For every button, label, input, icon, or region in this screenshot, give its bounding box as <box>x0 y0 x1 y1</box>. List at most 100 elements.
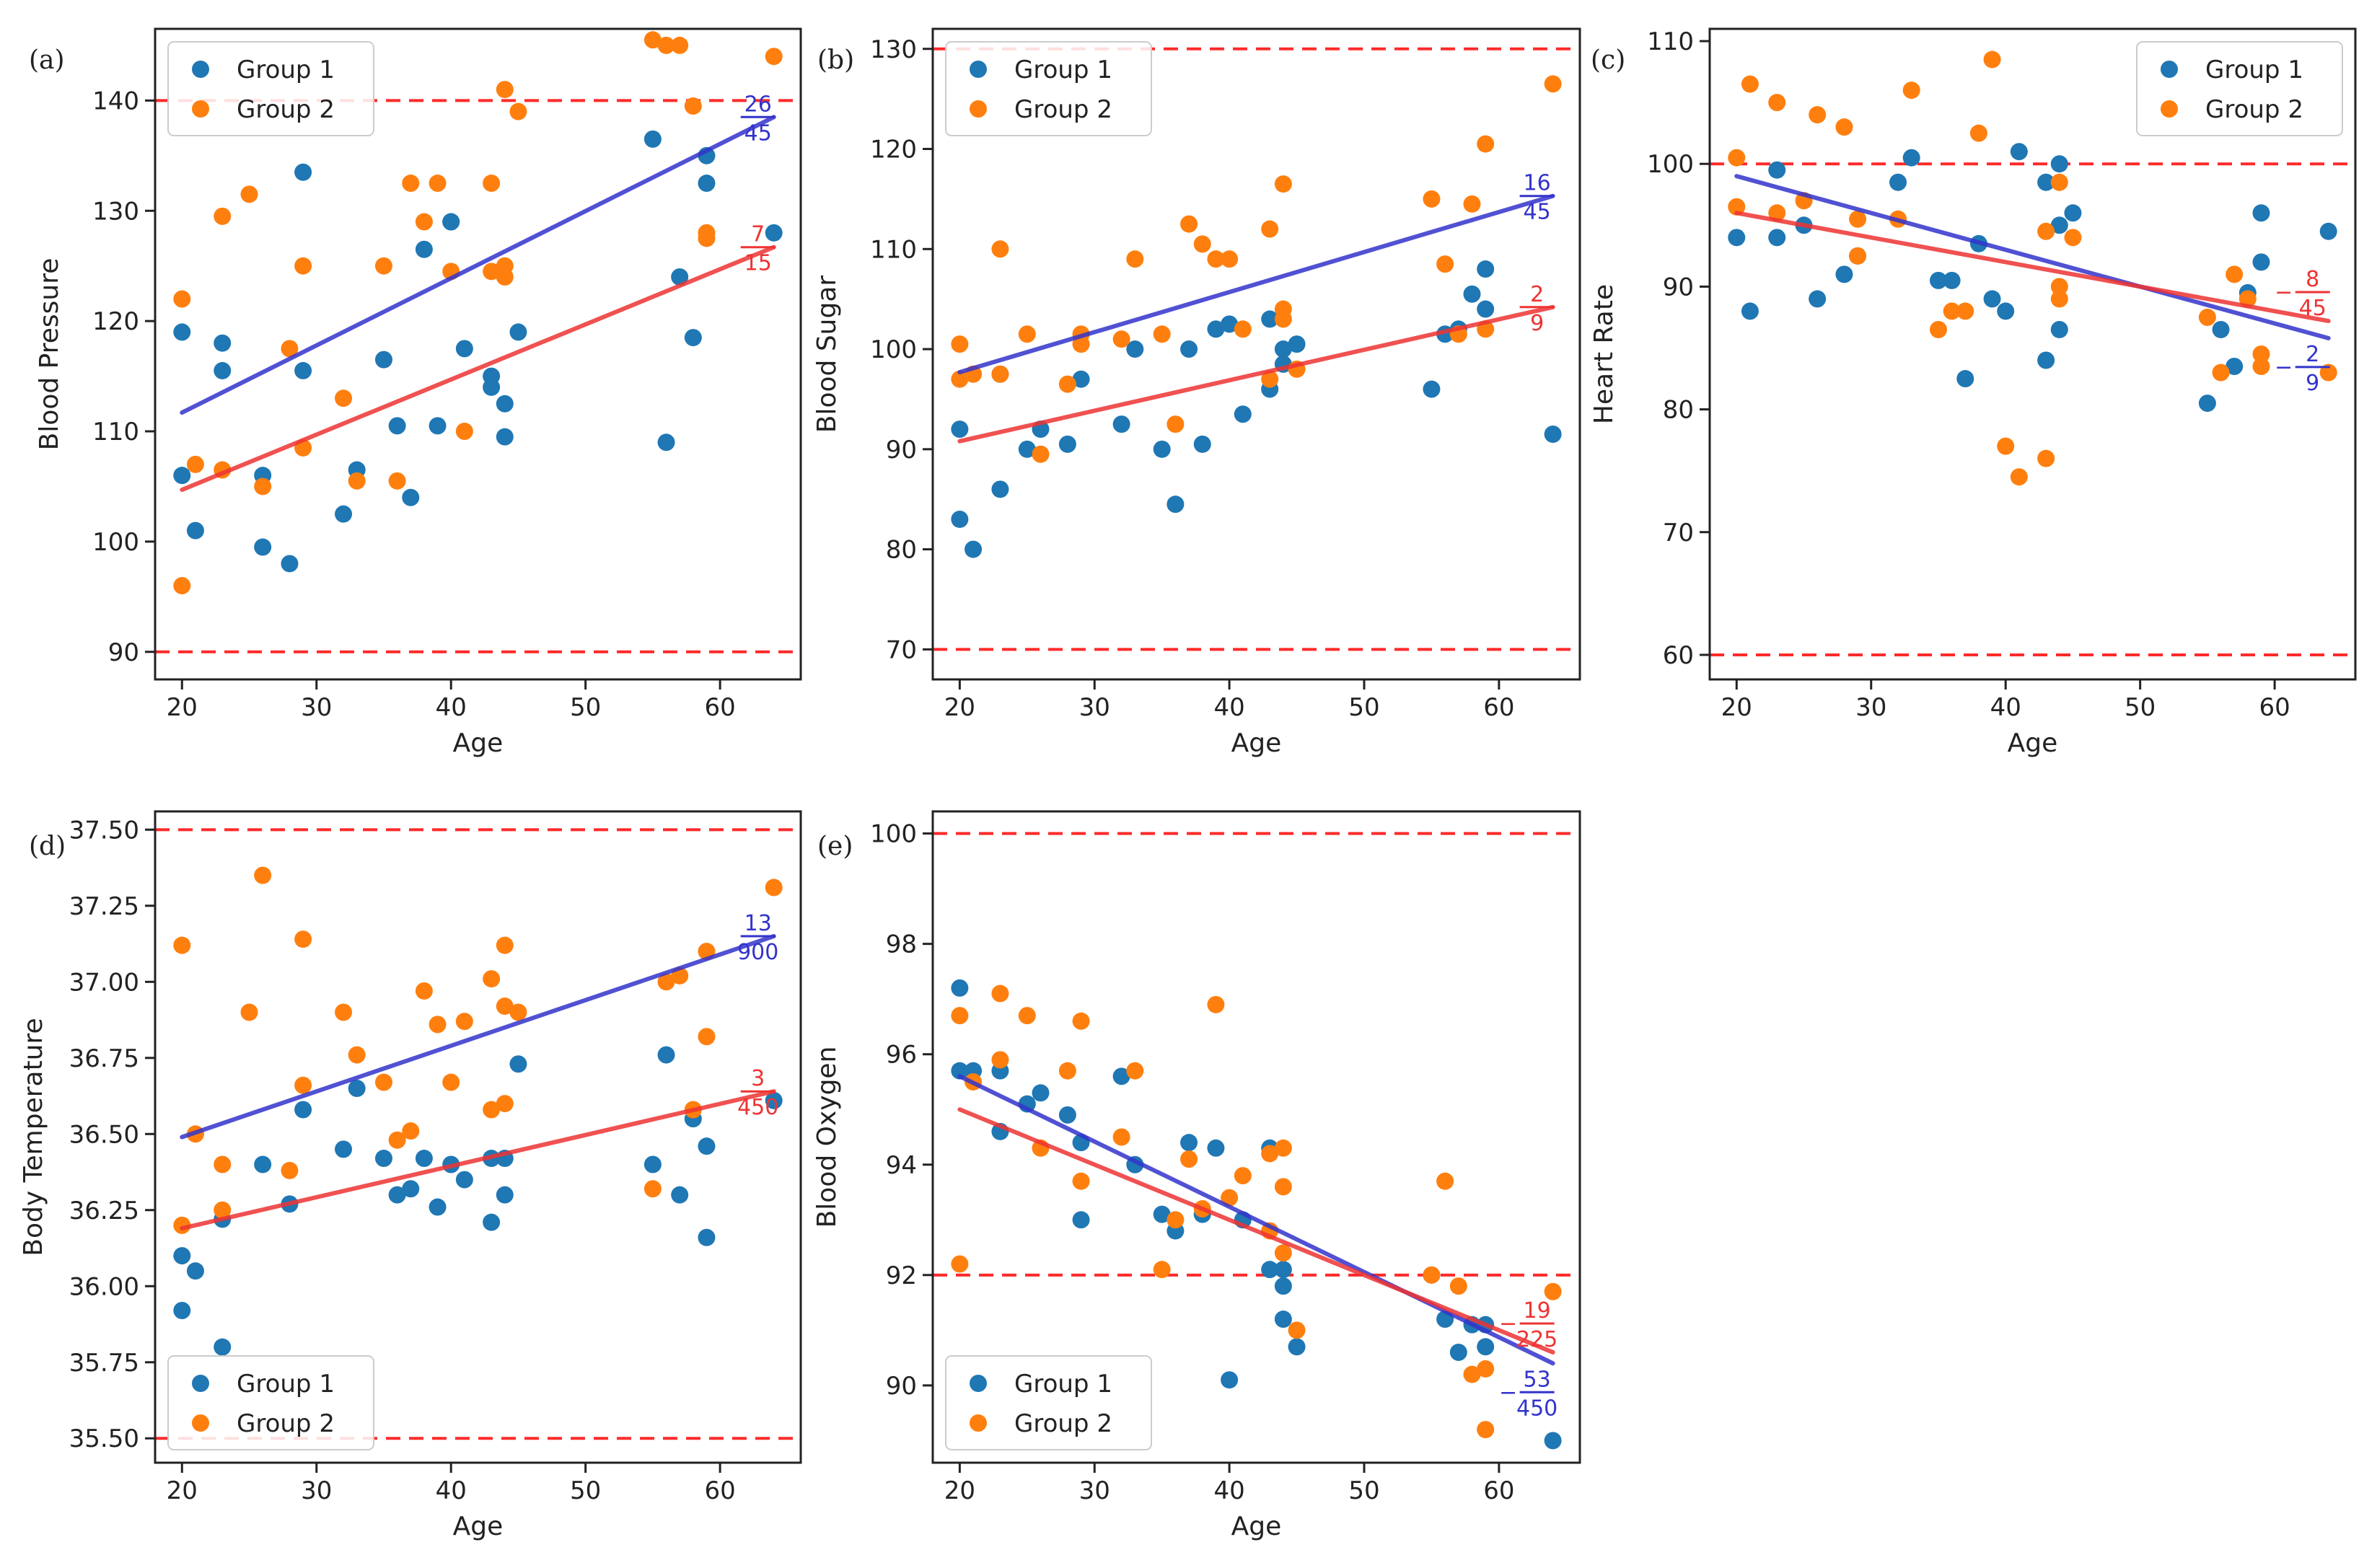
data-point <box>2226 358 2244 376</box>
data-point <box>254 477 272 495</box>
data-point <box>2037 351 2055 369</box>
x-tick-label: 40 <box>1213 1476 1244 1505</box>
data-point <box>240 1003 258 1021</box>
data-point <box>1423 380 1441 398</box>
data-point <box>1261 220 1279 238</box>
data-point <box>483 970 501 988</box>
data-point <box>294 257 312 275</box>
data-point <box>1728 198 1746 216</box>
x-tick-label: 40 <box>1213 693 1244 722</box>
data-point <box>1449 1277 1467 1295</box>
data-point <box>1768 94 1786 112</box>
data-point <box>294 1076 312 1094</box>
fit-line <box>957 304 1555 444</box>
y-tick-label: 70 <box>1663 519 1694 547</box>
data-point <box>173 1247 191 1265</box>
slope-numerator: 13 <box>744 911 772 936</box>
data-point <box>1261 1145 1279 1163</box>
slope-label: −53 450 <box>1499 1367 1557 1421</box>
data-point <box>951 979 969 997</box>
data-point <box>173 290 191 308</box>
data-point <box>2037 222 2055 240</box>
legend-marker <box>2161 61 2178 78</box>
data-point <box>1741 302 1759 320</box>
x-tick-label: 20 <box>167 693 198 722</box>
data-point <box>1274 175 1292 193</box>
legend-entry: Group 1 <box>2205 56 2303 84</box>
data-point <box>965 540 983 558</box>
data-point <box>1943 271 1961 289</box>
data-point <box>2226 265 2244 283</box>
data-point <box>1544 426 1562 444</box>
data-point <box>2050 290 2068 308</box>
data-point <box>1274 1277 1292 1295</box>
x-tick-label: 60 <box>704 693 735 722</box>
data-point <box>1902 82 1920 100</box>
data-point <box>1112 1128 1130 1146</box>
data-point <box>374 257 392 275</box>
x-axis-label: Age <box>453 728 504 758</box>
slope-label: −2 9 <box>2275 342 2330 396</box>
x-axis-label: Age <box>2008 728 2058 758</box>
x-tick-label: 50 <box>570 693 601 722</box>
data-point <box>1072 1172 1090 1190</box>
data-point <box>643 31 662 49</box>
data-point <box>1436 1172 1454 1190</box>
data-point <box>173 467 191 485</box>
y-tick-label: 100 <box>92 528 139 557</box>
legend: Group 1 Group 2 <box>167 41 374 136</box>
legend-entry: Group 2 <box>237 95 335 124</box>
axes-frame <box>154 810 802 1464</box>
legend-marker <box>970 1375 987 1392</box>
data-point <box>951 1062 969 1080</box>
data-point <box>951 420 969 439</box>
legend-box <box>167 41 374 136</box>
x-tick-label: 50 <box>2125 693 2156 722</box>
data-point <box>415 1150 433 1168</box>
data-point <box>1032 1084 1050 1102</box>
data-point <box>455 1013 473 1031</box>
data-point <box>2212 364 2230 382</box>
fit-line <box>180 934 776 1140</box>
data-point <box>1261 370 1279 388</box>
fit-line <box>180 1089 776 1231</box>
data-point <box>1072 370 1090 388</box>
data-point <box>684 97 702 115</box>
data-point <box>374 1073 392 1091</box>
data-point <box>1221 250 1239 268</box>
data-point <box>348 1046 366 1064</box>
slope-denominator: 900 <box>737 940 778 965</box>
slope-denominator: 450 <box>737 1095 778 1120</box>
data-point <box>1956 302 1974 320</box>
data-point <box>1274 1244 1292 1262</box>
data-point <box>2037 173 2055 191</box>
data-point <box>2252 345 2270 363</box>
axes-frame <box>154 27 802 681</box>
data-point <box>429 1198 447 1216</box>
data-point <box>1835 265 1853 283</box>
data-point <box>1207 250 1225 268</box>
data-point <box>991 985 1009 1003</box>
axes-frame <box>1708 27 2357 681</box>
data-point <box>214 1201 232 1219</box>
slope-numerator: 19 <box>1524 1298 1551 1323</box>
data-point <box>1058 435 1076 453</box>
data-point <box>1809 106 1827 124</box>
data-point <box>496 395 514 413</box>
data-point <box>2198 395 2216 413</box>
y-tick-label: 36.25 <box>69 1197 139 1225</box>
data-point <box>1166 415 1185 433</box>
y-tick-label: 90 <box>108 638 139 667</box>
x-axis-label: Age <box>1231 1512 1282 1541</box>
data-point <box>1153 325 1171 343</box>
data-point <box>765 878 783 897</box>
slope-label: 29 <box>1519 282 1555 336</box>
y-tick-label: 60 <box>1663 641 1694 670</box>
legend-box <box>945 41 1152 136</box>
data-point <box>1126 250 1144 268</box>
legend-box <box>945 1355 1152 1450</box>
